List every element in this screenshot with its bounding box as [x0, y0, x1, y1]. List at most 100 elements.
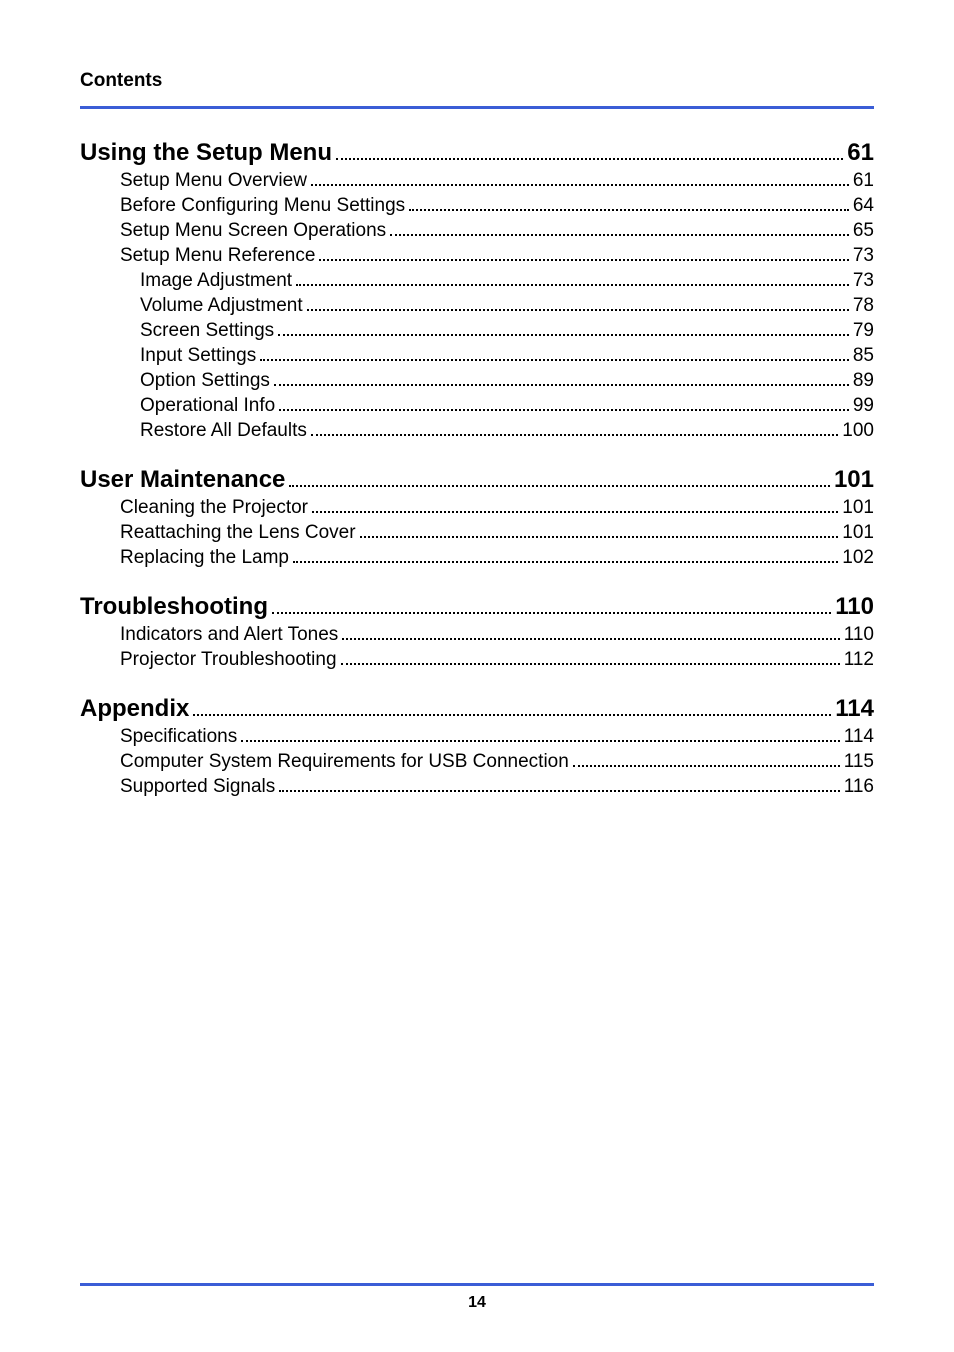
toc-row[interactable]: Input Settings 85 — [140, 345, 874, 367]
toc-entry-label: Restore All Defaults — [140, 420, 307, 442]
toc-row[interactable]: Projector Troubleshooting 112 — [120, 649, 874, 671]
toc-entry-label: Before Configuring Menu Settings — [120, 195, 405, 217]
toc-row[interactable]: Setup Menu Reference 73 — [120, 245, 874, 267]
toc-row[interactable]: Indicators and Alert Tones 110 — [120, 624, 874, 646]
toc-entry-label: Input Settings — [140, 345, 256, 367]
toc-entry-page: 115 — [844, 751, 874, 773]
toc-entry-label: Cleaning the Projector — [120, 497, 308, 519]
toc-entry-label: Operational Info — [140, 395, 275, 417]
toc-entry-label: Computer System Requirements for USB Con… — [120, 751, 569, 773]
toc-section: Appendix 114Specifications 114Computer S… — [80, 695, 874, 798]
toc-entry-label: Setup Menu Reference — [120, 245, 315, 267]
toc-row[interactable]: Setup Menu Screen Operations 65 — [120, 220, 874, 242]
toc-entry-page: 110 — [844, 624, 874, 646]
toc-leader-dots — [241, 729, 839, 742]
toc-leader-dots — [278, 323, 849, 336]
toc-leader-dots — [341, 652, 840, 665]
footer-rule — [80, 1283, 874, 1286]
toc-row[interactable]: Volume Adjustment 78 — [140, 295, 874, 317]
toc-entry-page: 61 — [847, 139, 874, 167]
toc-row[interactable]: Cleaning the Projector 101 — [120, 497, 874, 519]
toc-leader-dots — [311, 173, 849, 186]
toc-entry-label: Screen Settings — [140, 320, 274, 342]
toc-row[interactable]: Appendix 114 — [80, 695, 874, 723]
toc-leader-dots — [336, 147, 843, 160]
toc-entry-label: Replacing the Lamp — [120, 547, 289, 569]
toc-entry-page: 114 — [835, 695, 874, 723]
toc-row[interactable]: Image Adjustment 73 — [140, 270, 874, 292]
toc-leader-dots — [296, 273, 849, 286]
toc-leader-dots — [293, 550, 838, 563]
toc-entry-label: Volume Adjustment — [140, 295, 303, 317]
toc-row[interactable]: Screen Settings 79 — [140, 320, 874, 342]
toc-leader-dots — [260, 348, 849, 361]
toc-row[interactable]: Computer System Requirements for USB Con… — [120, 751, 874, 773]
toc-entry-page: 116 — [844, 776, 874, 798]
toc-entry-label: Supported Signals — [120, 776, 275, 798]
toc-entry-page: 78 — [853, 295, 874, 317]
toc-entry-label: Setup Menu Screen Operations — [120, 220, 386, 242]
toc-entry-label: Image Adjustment — [140, 270, 292, 292]
toc-entry-page: 102 — [842, 547, 874, 569]
toc-row[interactable]: User Maintenance 101 — [80, 466, 874, 494]
toc-row[interactable]: Before Configuring Menu Settings 64 — [120, 195, 874, 217]
toc-leader-dots — [193, 703, 831, 716]
footer: 14 — [80, 1283, 874, 1312]
toc-section: Using the Setup Menu 61Setup Menu Overvi… — [80, 139, 874, 442]
toc-entry-label: Reattaching the Lens Cover — [120, 522, 356, 544]
toc-entry-page: 73 — [853, 270, 874, 292]
footer-page-number: 14 — [80, 1294, 874, 1312]
toc-leader-dots — [274, 373, 849, 386]
toc-entry-page: 101 — [842, 522, 874, 544]
toc-entry-page: 64 — [853, 195, 874, 217]
toc-entry-page: 100 — [842, 420, 874, 442]
toc-row[interactable]: Setup Menu Overview 61 — [120, 170, 874, 192]
toc-leader-dots — [319, 248, 848, 261]
toc-leader-dots — [279, 779, 839, 792]
toc-entry-label: Specifications — [120, 726, 237, 748]
toc-leader-dots — [279, 398, 849, 411]
toc-entry-label: Appendix — [80, 695, 189, 723]
toc-row[interactable]: Replacing the Lamp 102 — [120, 547, 874, 569]
toc-entry-page: 73 — [853, 245, 874, 267]
toc-entry-page: 114 — [844, 726, 874, 748]
toc-entry-page: 101 — [842, 497, 874, 519]
toc-leader-dots — [390, 223, 849, 236]
header-rule — [80, 106, 874, 109]
toc-entry-page: 110 — [835, 593, 874, 621]
toc-leader-dots — [342, 627, 839, 640]
toc-entry-label: Indicators and Alert Tones — [120, 624, 338, 646]
toc-row[interactable]: Operational Info 99 — [140, 395, 874, 417]
toc-entry-label: Using the Setup Menu — [80, 139, 332, 167]
toc-leader-dots — [360, 525, 839, 538]
toc-row[interactable]: Specifications 114 — [120, 726, 874, 748]
toc-entry-label: Option Settings — [140, 370, 270, 392]
toc-row[interactable]: Option Settings 89 — [140, 370, 874, 392]
toc-leader-dots — [289, 474, 830, 487]
toc-row[interactable]: Supported Signals 116 — [120, 776, 874, 798]
toc-row[interactable]: Restore All Defaults 100 — [140, 420, 874, 442]
toc-entry-page: 65 — [853, 220, 874, 242]
toc-entry-page: 101 — [834, 466, 874, 494]
toc-container: Using the Setup Menu 61Setup Menu Overvi… — [80, 139, 874, 798]
toc-entry-page: 89 — [853, 370, 874, 392]
toc-section: User Maintenance 101Cleaning the Project… — [80, 466, 874, 569]
toc-entry-label: User Maintenance — [80, 466, 285, 494]
toc-entry-label: Setup Menu Overview — [120, 170, 307, 192]
toc-entry-page: 85 — [853, 345, 874, 367]
toc-row[interactable]: Using the Setup Menu 61 — [80, 139, 874, 167]
toc-entry-page: 79 — [853, 320, 874, 342]
toc-entry-label: Projector Troubleshooting — [120, 649, 337, 671]
toc-entry-label: Troubleshooting — [80, 593, 268, 621]
toc-leader-dots — [409, 198, 849, 211]
header-title: Contents — [80, 70, 874, 92]
toc-leader-dots — [307, 298, 849, 311]
toc-entry-page: 61 — [853, 170, 874, 192]
toc-section: Troubleshooting 110Indicators and Alert … — [80, 593, 874, 671]
toc-entry-page: 112 — [844, 649, 874, 671]
toc-row[interactable]: Troubleshooting 110 — [80, 593, 874, 621]
toc-leader-dots — [272, 601, 831, 614]
toc-entry-page: 99 — [853, 395, 874, 417]
toc-leader-dots — [312, 500, 838, 513]
toc-row[interactable]: Reattaching the Lens Cover 101 — [120, 522, 874, 544]
